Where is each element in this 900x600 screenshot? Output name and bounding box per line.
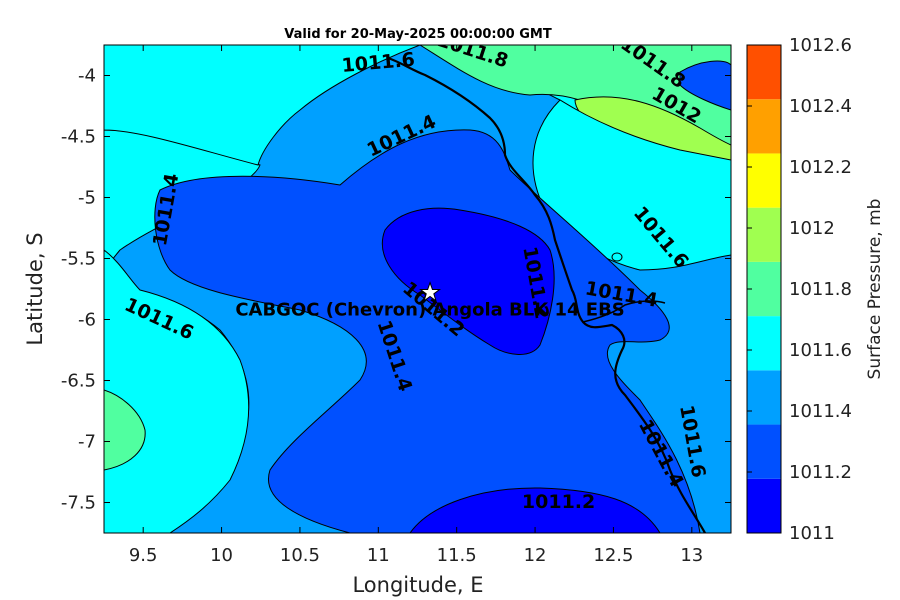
colorbar-segment [747,99,781,154]
x-tick-label: 10.5 [280,545,320,566]
colorbar-segment [747,370,781,425]
y-tick-label: -7 [78,432,96,453]
colorbar-tick-label: 1011.8 [789,279,852,300]
colorbar-segment [747,424,781,479]
x-tick-label: 10 [210,545,233,566]
field-1011-8-west [104,389,146,471]
colorbar-segment [747,316,781,371]
y-axis: -4 -4.5 -5 -5.5 -6 -6.5 -7 -7.5 [61,66,731,514]
field-1011-south [409,487,661,533]
colorbar-tick-label: 1012.6 [789,35,852,56]
y-tick-label: -5 [78,188,96,209]
y-tick-label: -5.5 [61,249,96,270]
colorbar-tick-label: 1011 [789,523,835,544]
site-star-icon[interactable] [419,281,442,303]
field-1011-core [381,207,555,355]
colorbar-segment [747,153,781,208]
x-tick-label: 11 [367,545,390,566]
x-tick-label: 11.5 [437,545,477,566]
colorbar: 1011 1011.2 1011.4 1011.6 1011.8 1012 1012.2 10… [747,35,852,544]
colorbar-title: Surface Pressure, mb [865,199,885,380]
colorbar-tick-label: 1011.6 [789,340,852,361]
site-marker-group [419,281,442,303]
x-tick-label: 12 [524,545,547,566]
x-tick-label: 9.5 [129,545,158,566]
colorbar-segment [747,207,781,262]
y-tick-label: -6.5 [61,371,96,392]
map-title: Valid for 20-May-2025 00:00:00 GMT [284,27,552,42]
field-1011-4-ne-patch [679,60,731,111]
colorbar-segment [747,45,781,100]
plot-frame [103,44,732,534]
y-tick-label: -4.5 [61,127,96,148]
field-1011-2-main [154,129,701,533]
colorbar-tick-label: 1012 [789,218,835,239]
y-tick-label: -6 [78,310,96,331]
colorbar-tick-label: 1012.2 [789,157,852,178]
x-axis: 9.5 10 10.5 11 11.5 12 12.5 13 [129,45,703,566]
field-1011-6-sw [104,249,250,533]
field-1011-6-blob [611,252,623,262]
field-1011-6-east [532,99,731,271]
y-axis-label: Latitude, S [23,232,47,345]
y-tick-label: -4 [78,66,96,87]
colorbar-segment [747,261,781,317]
y-tick-label: -7.5 [61,493,96,514]
contour-label: 1011.2 [522,491,595,513]
colorbar-segment [747,478,781,533]
x-tick-label: 13 [680,545,703,566]
site-label: CABGOC (Chevron) Angola BLK 14 EBS [235,300,624,321]
colorbar-tick-label: 1011.4 [789,401,852,422]
colorbar-tick-label: 1012.4 [789,96,852,117]
colorbar-tick-label: 1011.2 [789,462,852,483]
colorbar-frame [746,44,782,534]
coastline-river [582,300,666,323]
x-axis-label: Longitude, E [352,573,483,597]
field-1011-6-left [104,45,421,166]
coastline [387,56,706,533]
x-tick-label: 12.5 [593,545,633,566]
